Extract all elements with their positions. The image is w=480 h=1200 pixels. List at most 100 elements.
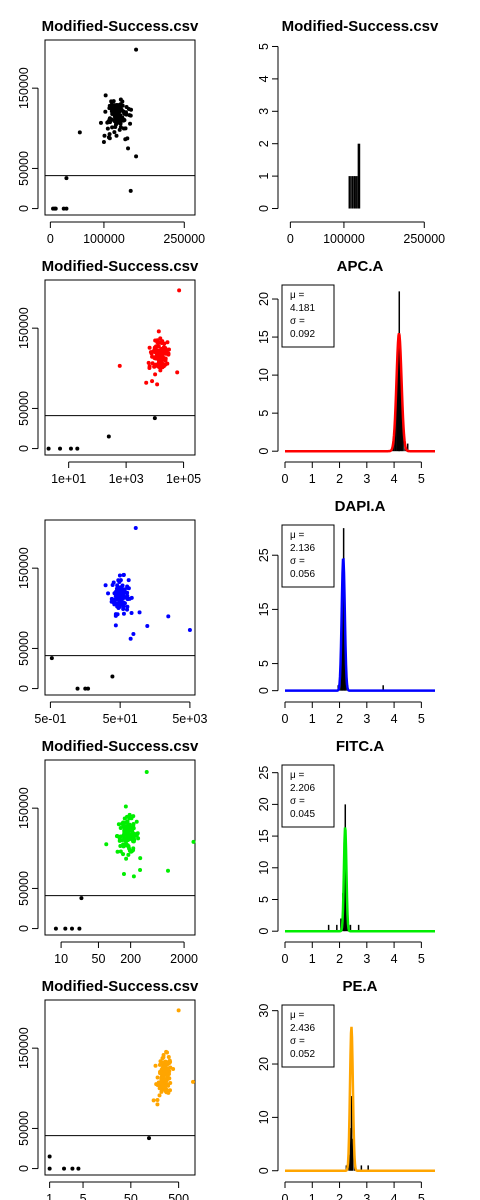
legend-line: 0.052 bbox=[290, 1049, 315, 1060]
cluster-point bbox=[102, 133, 107, 138]
outlier-point bbox=[152, 416, 157, 421]
outlier-point bbox=[155, 1102, 160, 1107]
plot-frame bbox=[44, 279, 196, 456]
y-tick-label: 50000 bbox=[17, 391, 31, 426]
outlier-point bbox=[134, 154, 139, 159]
cluster-point bbox=[119, 838, 124, 843]
cluster-point bbox=[125, 607, 130, 612]
x-tick-label: 1e+01 bbox=[51, 472, 86, 486]
cluster-point bbox=[126, 107, 131, 112]
y-tick-label: 4 bbox=[257, 75, 271, 82]
outlier-point bbox=[47, 1166, 52, 1171]
cluster-point bbox=[117, 589, 122, 594]
outlier-point bbox=[63, 926, 68, 931]
panel-8: FITC.A 0 1 2 3 4 5 0 5 10 15 20 25 μ = 2.206 σ = 0.045 bbox=[257, 738, 435, 966]
y-axis: 0 5 15 25 bbox=[257, 548, 279, 694]
panel-4: APC.A 0 1 2 3 4 5 0 5 10 15 20 μ = 4.181 σ = 0.092 bbox=[257, 258, 435, 486]
cluster-point bbox=[117, 573, 122, 578]
x-tick-label: 10 bbox=[54, 952, 68, 966]
cluster-point bbox=[111, 580, 116, 585]
outlier-point bbox=[128, 636, 133, 641]
x-tick-label: 50 bbox=[92, 952, 106, 966]
x-tick-label: 1e+03 bbox=[109, 472, 144, 486]
points bbox=[47, 1008, 196, 1171]
outlier-point bbox=[137, 610, 142, 615]
cluster-point bbox=[115, 612, 120, 617]
y-tick-label: 10 bbox=[257, 368, 271, 382]
cluster-point bbox=[116, 602, 121, 607]
cluster-point bbox=[116, 822, 121, 827]
x-tick-label: 0 bbox=[282, 712, 289, 726]
x-tick-label: 1e+05 bbox=[166, 472, 201, 486]
legend: μ = 4.181 σ = 0.092 bbox=[281, 284, 335, 348]
cluster-point bbox=[126, 578, 131, 583]
x-tick-label: 100000 bbox=[323, 232, 365, 246]
cluster-point bbox=[153, 1063, 158, 1068]
legend-line: μ = bbox=[290, 1010, 305, 1021]
x-tick-label: 0 bbox=[282, 472, 289, 486]
cluster-point bbox=[171, 1067, 176, 1072]
outlier-point bbox=[176, 1008, 181, 1013]
y-tick-label: 3 bbox=[257, 108, 271, 115]
cluster-point bbox=[124, 856, 129, 861]
chart-title: APC.A bbox=[337, 258, 384, 275]
cluster-point bbox=[125, 590, 130, 595]
cluster-point bbox=[128, 113, 133, 118]
x-tick-label: 1 bbox=[309, 472, 316, 486]
x-tick-label: 3 bbox=[363, 472, 370, 486]
cluster-point bbox=[155, 1075, 160, 1080]
cluster-point bbox=[122, 589, 127, 594]
cluster-point bbox=[112, 130, 117, 135]
legend-line: 4.181 bbox=[290, 303, 315, 314]
cluster-point bbox=[128, 121, 133, 126]
legend-line: σ = bbox=[290, 316, 305, 327]
x-axis: 5e-01 5e+01 5e+03 bbox=[34, 701, 208, 726]
y-tick-label: 25 bbox=[257, 548, 271, 562]
chart-title: Modified-Success.csv bbox=[42, 258, 199, 275]
legend-line: μ = bbox=[290, 290, 305, 301]
outlier-point bbox=[46, 446, 51, 451]
y-tick-label: 150000 bbox=[17, 307, 31, 349]
y-tick-label: 10 bbox=[257, 1110, 271, 1124]
cluster-point bbox=[123, 126, 128, 131]
cluster-point bbox=[110, 125, 115, 130]
y-tick-label: 15 bbox=[257, 330, 271, 344]
panel-2: Modified-Success.csv 0 100000 250000 0 1 2 3 4 5 bbox=[257, 18, 445, 246]
x-axis: 0 1 2 3 4 5 bbox=[282, 941, 425, 966]
cluster-point bbox=[119, 597, 124, 602]
chart-title: Modified-Success.csv bbox=[42, 18, 199, 35]
x-tick-label: 3 bbox=[363, 952, 370, 966]
y-tick-label: 5 bbox=[257, 896, 271, 903]
outlier-point bbox=[145, 623, 150, 628]
y-tick-label: 150000 bbox=[17, 1027, 31, 1069]
cluster-point bbox=[103, 93, 108, 98]
x-axis: 1 5 50 500 bbox=[46, 1181, 189, 1200]
y-tick-label: 0 bbox=[257, 448, 271, 455]
cluster-point bbox=[103, 583, 108, 588]
outlier-point bbox=[147, 1136, 152, 1141]
cluster-point bbox=[125, 835, 130, 840]
x-tick-label: 5e+01 bbox=[103, 712, 138, 726]
legend-line: 2.206 bbox=[290, 783, 315, 794]
cluster-point bbox=[131, 836, 136, 841]
cluster-point bbox=[168, 1080, 173, 1085]
x-axis: 10 50 200 2000 bbox=[54, 941, 198, 966]
cluster-point bbox=[162, 341, 167, 346]
outlier-point bbox=[144, 380, 149, 385]
cluster-point bbox=[103, 109, 108, 114]
x-tick-label: 4 bbox=[391, 1192, 398, 1200]
panel-9: Modified-Success.csv 1 5 50 500 0 50000 150000 bbox=[17, 978, 199, 1200]
x-tick-label: 4 bbox=[391, 712, 398, 726]
outlier-point bbox=[144, 770, 149, 775]
x-tick-label: 1 bbox=[309, 1192, 316, 1200]
cluster-point bbox=[121, 833, 126, 838]
x-tick-label: 0 bbox=[287, 232, 294, 246]
cluster-point bbox=[161, 1053, 166, 1058]
cluster-point bbox=[125, 585, 130, 590]
cluster-point bbox=[123, 137, 128, 142]
cluster-point bbox=[164, 1090, 169, 1095]
cluster-point bbox=[125, 843, 130, 848]
cluster-point bbox=[125, 832, 130, 837]
legend-line: μ = bbox=[290, 530, 305, 541]
legend: μ = 2.206 σ = 0.045 bbox=[281, 764, 335, 828]
